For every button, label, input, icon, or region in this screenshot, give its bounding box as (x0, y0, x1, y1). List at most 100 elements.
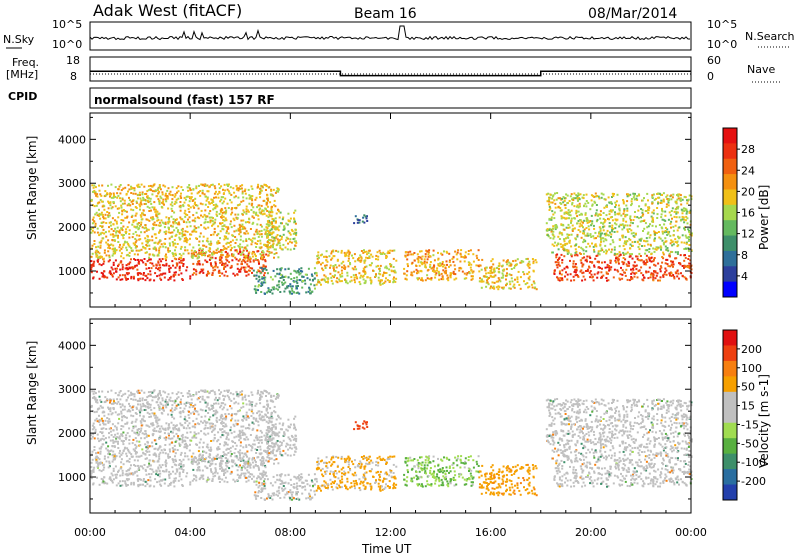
power-point (363, 275, 365, 277)
power-point (117, 227, 119, 229)
power-point (280, 274, 282, 276)
power-point (260, 272, 262, 274)
velocity-point (122, 474, 124, 476)
power-point (345, 253, 347, 255)
power-point (179, 253, 181, 255)
power-point (135, 241, 137, 243)
power-point (513, 284, 515, 286)
power-point (489, 287, 491, 289)
power-point (181, 278, 183, 280)
power-point (615, 204, 617, 206)
power-point (635, 272, 637, 274)
power-point (663, 253, 665, 255)
power-point (130, 276, 132, 278)
power-point (191, 231, 193, 233)
velocity-point (153, 407, 155, 409)
power-point (153, 279, 155, 281)
power-point (302, 280, 304, 282)
power-point (551, 216, 553, 218)
power-point (179, 232, 181, 234)
power-point (644, 245, 646, 247)
power-point (633, 235, 635, 237)
power-point (273, 189, 275, 191)
power-point (454, 268, 456, 270)
power-point (596, 255, 598, 257)
power-point (569, 260, 571, 262)
power-point (107, 239, 109, 241)
velocity-point (122, 472, 124, 474)
power-point (296, 279, 298, 281)
power-point (93, 187, 95, 189)
velocity-point (243, 456, 245, 458)
power-point (257, 269, 259, 271)
power-point (237, 214, 239, 216)
velocity-point (141, 399, 143, 401)
power-point (608, 202, 610, 204)
power-point (652, 225, 654, 227)
velocity-point (219, 428, 221, 430)
power-point (341, 272, 343, 274)
power-point (669, 256, 671, 258)
power-point (623, 213, 625, 215)
power-point (92, 230, 94, 232)
power-point (661, 213, 663, 215)
power-point (128, 203, 130, 205)
power-point (168, 227, 170, 229)
power-point (583, 239, 585, 241)
power-point (670, 239, 672, 241)
power-point (557, 277, 559, 279)
power-point (648, 225, 650, 227)
power-point (245, 213, 247, 215)
power-point (192, 189, 194, 191)
power-point (192, 200, 194, 202)
power-point (427, 258, 429, 260)
date-title: 08/Mar/2014 (588, 6, 677, 22)
velocity-point (151, 412, 153, 414)
power-point (348, 255, 350, 257)
velocity-point (97, 452, 99, 454)
power-point (230, 194, 232, 196)
power-point (496, 267, 498, 269)
power-point (611, 230, 613, 232)
power-point (338, 265, 340, 267)
power-point (118, 207, 120, 209)
power-point (130, 247, 132, 249)
power-point (622, 252, 624, 254)
power-point (680, 254, 682, 256)
power-point (149, 258, 151, 260)
power-point (295, 242, 297, 244)
power-point (116, 223, 118, 225)
power-point (145, 275, 147, 277)
power-point (652, 279, 654, 281)
power-point (502, 272, 504, 274)
power-point (579, 205, 581, 207)
power-point (581, 262, 583, 264)
power-point (407, 265, 409, 267)
power-point (470, 270, 472, 272)
power-point (663, 223, 665, 225)
velocity-point (159, 402, 161, 404)
power-point (211, 225, 213, 227)
power-point (193, 220, 195, 222)
power-point (165, 200, 167, 202)
power-point (679, 216, 681, 218)
power-point (256, 275, 258, 277)
power-point (280, 222, 282, 224)
velocity-point (184, 455, 186, 457)
power-point (498, 271, 500, 273)
velocity-point (141, 390, 143, 392)
power-point (295, 223, 297, 225)
velocity-point (149, 464, 151, 466)
power-point (157, 243, 159, 245)
power-point (222, 202, 224, 204)
power-point (619, 245, 621, 247)
power-point (614, 231, 616, 233)
velocity-point (240, 474, 242, 476)
power-point (562, 201, 564, 203)
power-point (217, 240, 219, 242)
power-point (159, 184, 161, 186)
power-point (478, 259, 480, 261)
power-point (138, 227, 140, 229)
power-point (634, 241, 636, 243)
power-point (436, 270, 438, 272)
